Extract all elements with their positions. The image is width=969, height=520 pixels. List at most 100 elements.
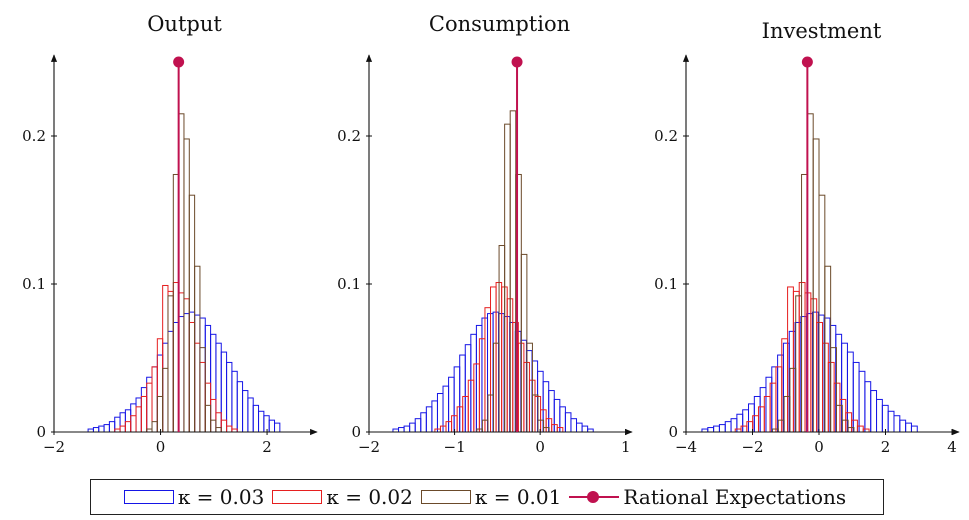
histogram-bar <box>226 361 233 433</box>
y-tick-label: 0.1 <box>22 275 46 293</box>
panel-consumption: Consumption −2 −1 0 1 0 0.1 0.2 <box>337 12 633 456</box>
rational-expectations-marker <box>801 56 813 68</box>
histogram-bar <box>146 382 153 433</box>
x-tick-label: −1 <box>444 438 466 456</box>
histogram-bar <box>194 342 201 433</box>
legend-item: Rational Expectations <box>569 485 850 509</box>
histogram-bar <box>119 412 126 433</box>
histogram-bar <box>856 425 864 433</box>
histogram-bar <box>858 370 866 433</box>
histogram-bar <box>398 427 405 433</box>
y-tick-label: 0 <box>36 423 46 441</box>
histogram-bar <box>718 424 726 433</box>
histogram-bar <box>576 422 583 433</box>
histogram-bar <box>167 290 174 433</box>
histogram-bar <box>188 311 196 433</box>
histogram-bar <box>204 324 212 433</box>
legend-swatch <box>420 490 471 504</box>
histogram-bar <box>864 381 872 433</box>
histogram-bar <box>199 317 206 433</box>
histogram-bar <box>162 342 169 433</box>
histogram-bar <box>92 427 100 433</box>
histogram-bar <box>156 338 164 433</box>
histogram-bar <box>845 412 853 433</box>
histogram-bar <box>135 406 142 433</box>
histogram-bar <box>226 425 233 433</box>
histogram-bar <box>188 321 196 433</box>
histogram-bar <box>753 395 761 433</box>
histogram-bar <box>893 415 901 433</box>
histogram-bar <box>757 406 765 433</box>
y-tick-label: 0.2 <box>654 127 678 145</box>
histogram-bar <box>763 395 771 433</box>
histogram-bar <box>151 366 158 433</box>
panel-title: Output <box>147 12 222 36</box>
histogram-bar <box>564 412 572 433</box>
histogram-bar <box>765 376 773 433</box>
histogram-bar <box>409 422 416 433</box>
panel-investment: Investment −4 −2 0 2 4 0 0.1 0.2 <box>654 19 960 456</box>
histogram-bar <box>724 421 732 433</box>
histogram-bar <box>183 313 190 433</box>
x-tick-label: 0 <box>814 438 824 456</box>
y-tick-label: 0.2 <box>337 127 361 145</box>
legend-item: κ = 0.02 <box>272 485 417 509</box>
histogram-bar <box>810 298 818 433</box>
histogram-bar <box>881 404 889 433</box>
histogram-bar <box>268 419 276 433</box>
histogram-bar <box>194 314 201 433</box>
histogram-bar <box>98 425 105 433</box>
histogram-bar <box>162 284 169 433</box>
x-tick-label: −2 <box>43 438 65 456</box>
histogram-bar <box>746 421 754 433</box>
histogram-bar <box>194 265 201 433</box>
histogram-bar <box>236 381 244 433</box>
histogram-bar <box>425 406 433 433</box>
histogram-bar <box>798 282 806 433</box>
histogram-bar <box>852 361 860 433</box>
histogram-bar <box>748 403 755 433</box>
histogram-bar <box>242 390 249 433</box>
histogram-bar <box>252 404 260 433</box>
panel-title: Investment <box>762 19 882 43</box>
histogram-bar <box>851 419 858 433</box>
legend-label: κ = 0.01 <box>474 485 562 509</box>
histogram-bar <box>130 415 137 433</box>
histogram-bar <box>420 412 427 433</box>
x-tick-label: 0 <box>156 438 166 456</box>
histogram-bar <box>188 194 196 433</box>
histogram-bar <box>162 367 169 433</box>
histogram-bar <box>167 295 174 433</box>
histogram-bar <box>759 387 767 433</box>
legend: κ = 0.03 κ = 0.02 κ = 0.01 Rational Expecta… <box>90 479 884 515</box>
histogram-bar <box>210 419 217 433</box>
histogram-bar <box>103 424 110 433</box>
histogram-bar <box>183 298 190 433</box>
histogram-bar <box>827 361 835 433</box>
histogram-bar <box>156 395 164 433</box>
histogram-bar <box>403 425 411 433</box>
histogram-bar <box>210 398 217 433</box>
histogram-bar <box>114 416 121 433</box>
histogram-bar <box>151 421 158 433</box>
histogram-bar <box>910 425 918 433</box>
histogram-bar <box>215 412 222 433</box>
histogram-series <box>701 311 918 433</box>
legend-item: κ = 0.01 <box>420 485 566 509</box>
histogram-bar <box>140 395 148 433</box>
histogram-series <box>114 282 238 433</box>
histogram-bar <box>740 425 748 433</box>
histogram-bar <box>570 418 578 433</box>
histogram-bar <box>263 415 270 433</box>
histogram-bar <box>581 425 589 433</box>
histogram-bar <box>151 366 158 433</box>
histogram-bar <box>787 286 794 433</box>
histogram-bar <box>876 398 883 433</box>
histogram-bar <box>905 422 912 433</box>
histogram-series <box>734 282 870 433</box>
rational-expectations-marker <box>173 56 185 68</box>
legend-swatch <box>123 490 174 504</box>
histogram-bar <box>730 418 738 433</box>
histogram-bar <box>108 421 116 433</box>
